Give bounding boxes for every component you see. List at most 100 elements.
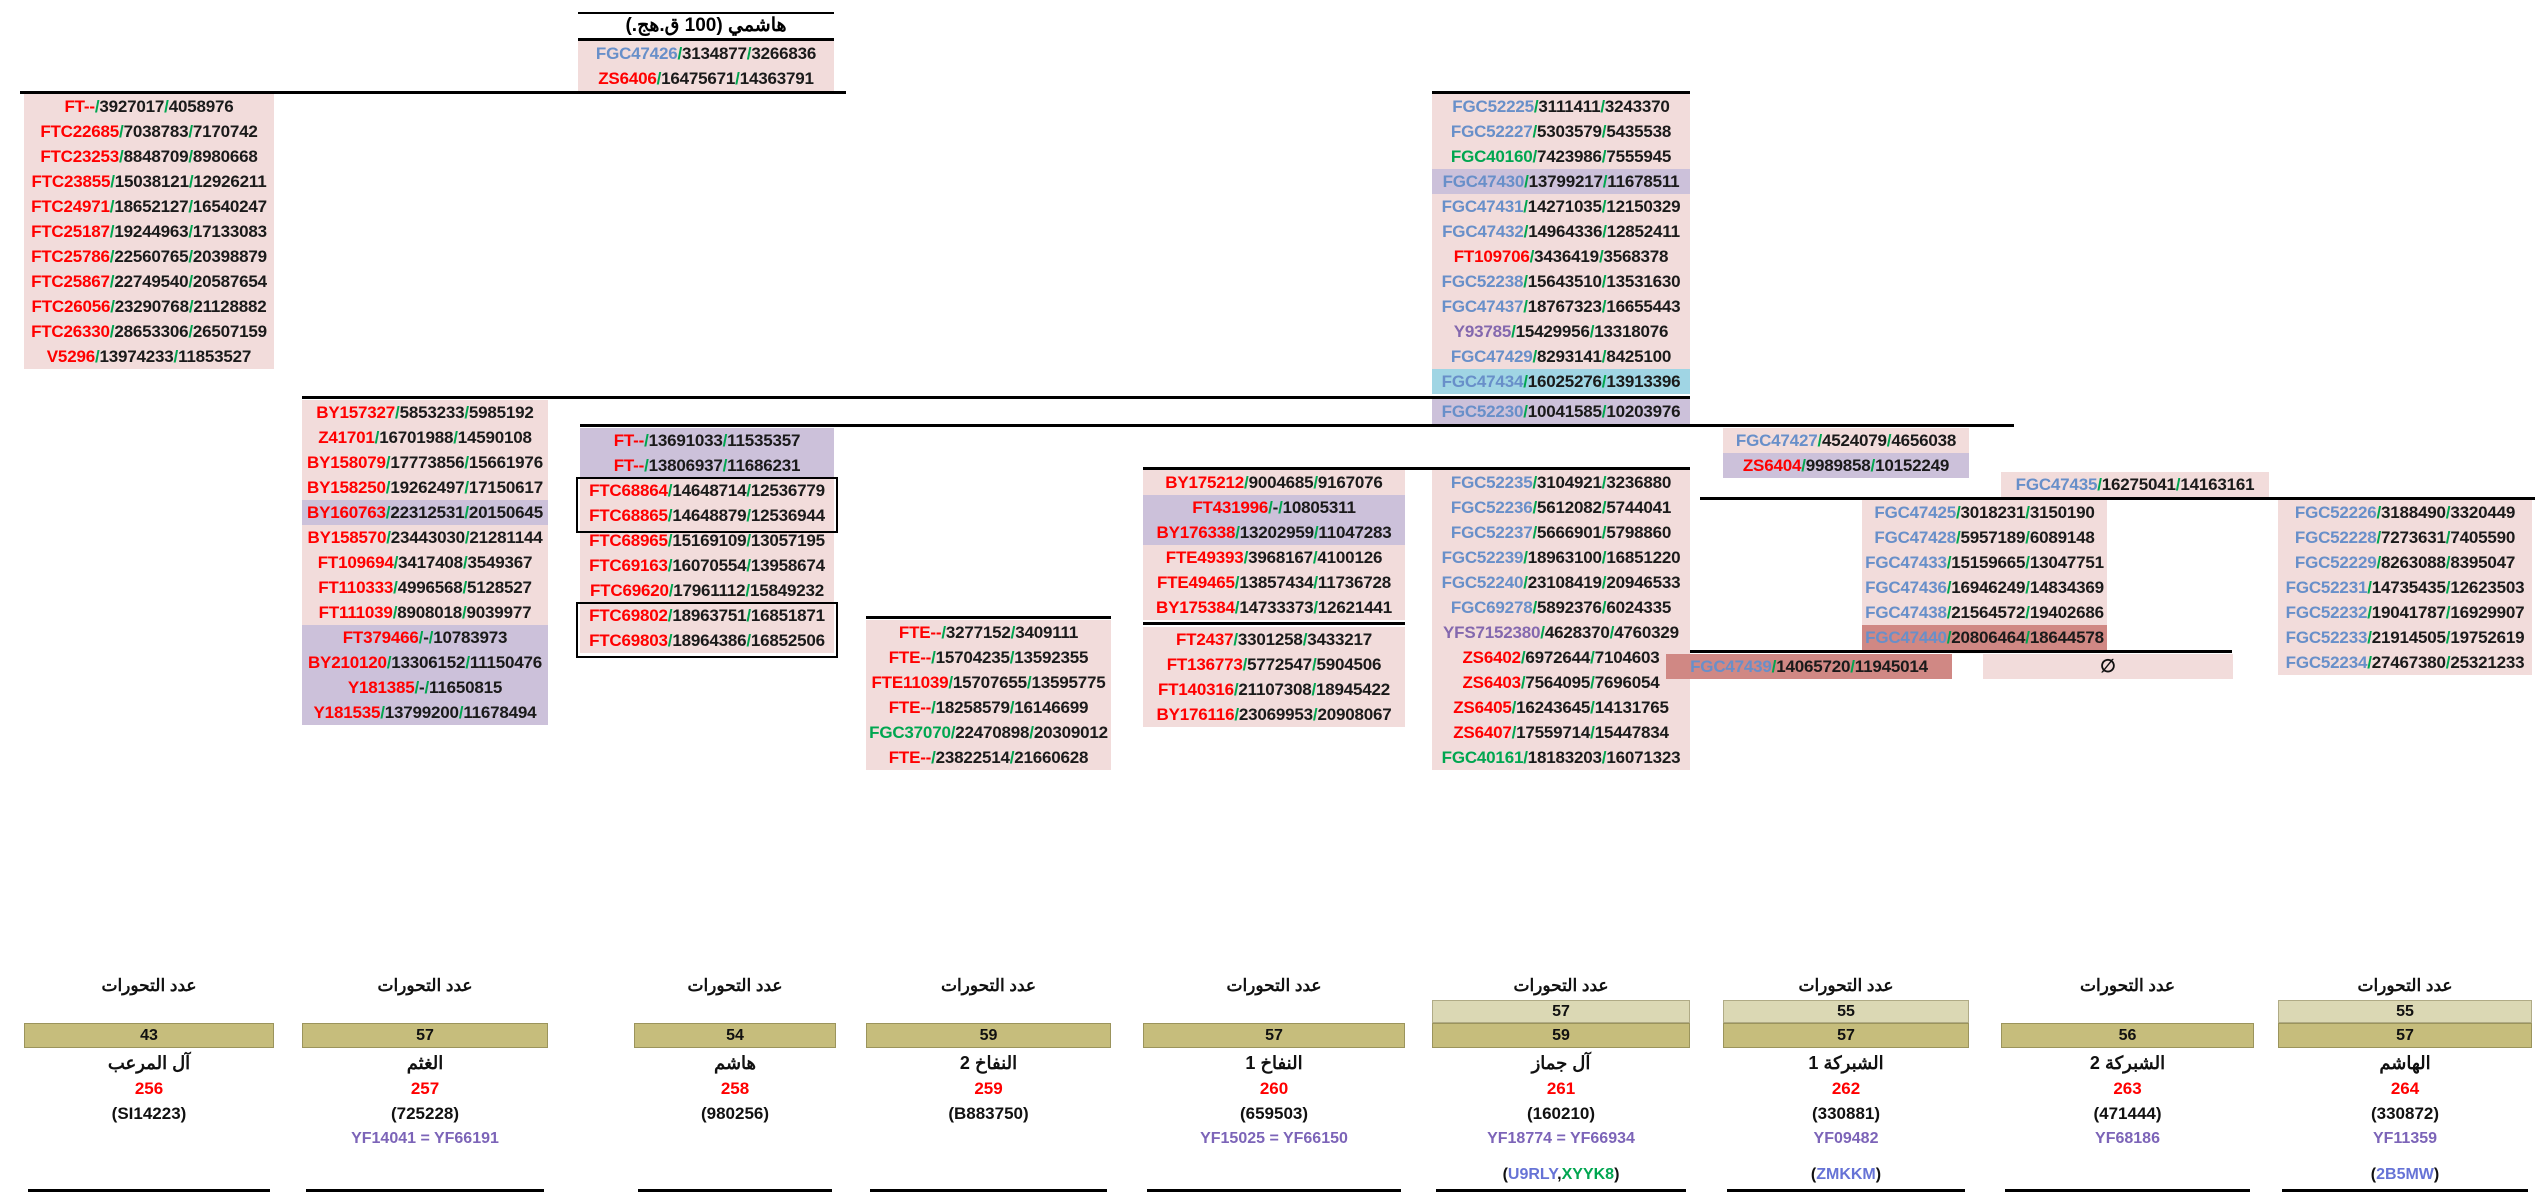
- mutation-row: FGC52239/18963100/16851220: [1432, 545, 1690, 570]
- position-value-1: -: [423, 628, 429, 647]
- separator-slash: /: [428, 628, 434, 647]
- mutation-row: ZS6403/7564095/7696054: [1432, 670, 1690, 695]
- position-value-1: 14648714: [672, 481, 747, 500]
- mutation-label: FGC52239: [1441, 548, 1524, 567]
- position-value-1: 22749540: [114, 272, 189, 291]
- separator-slash: /: [1520, 648, 1526, 667]
- separator-slash: /: [1801, 456, 1806, 475]
- mutation-label: ZS6403: [1462, 673, 1522, 692]
- position-value-1: 5892376: [1536, 598, 1602, 617]
- separator-slash: /: [1601, 548, 1607, 567]
- separator-slash: /: [1523, 748, 1528, 767]
- position-value-1: 20806464: [1951, 628, 2026, 647]
- sample-code: ): [1614, 1166, 1620, 1183]
- yfull-id: YF14041 = YF66191: [351, 1130, 499, 1147]
- separator-slash: /: [931, 748, 936, 767]
- position-value-2: 4058976: [168, 97, 234, 116]
- separator-slash: /: [1850, 657, 1855, 676]
- mutation-row: FTE49465/13857434/11736728: [1143, 570, 1405, 595]
- separator-slash: /: [1009, 648, 1015, 667]
- separator-slash: /: [418, 628, 424, 647]
- separator-slash: /: [453, 428, 458, 447]
- separator-slash: /: [1233, 630, 1238, 649]
- sample-code: ): [1875, 1166, 1882, 1183]
- separator-slash: /: [386, 528, 391, 547]
- mutation-row: FGC47433/15159665/13047751: [1862, 550, 2107, 575]
- position-value-1: 4524079: [1821, 431, 1887, 450]
- mutation-label: FT--: [64, 97, 95, 116]
- separator-slash: /: [1313, 598, 1318, 617]
- separator-slash: /: [1601, 297, 1607, 316]
- separator-slash: /: [1523, 222, 1529, 241]
- position-value-1: 18963751: [672, 606, 747, 625]
- position-value-1: 14065720: [1776, 657, 1851, 676]
- separator-slash: /: [746, 556, 751, 575]
- position-value-2: 16655443: [1606, 297, 1681, 316]
- mutation-row: FTC23855/15038121/12926211: [24, 169, 274, 194]
- clan-name: هاشم: [713, 1053, 757, 1073]
- clan-block-al-mureb: عدد التحورات 43 آل المرعب 256 (SI14223): [24, 975, 274, 1195]
- mutation-row: BY158079/17773856/15661976: [302, 450, 548, 475]
- position-value-1: 16070554: [672, 556, 747, 575]
- mutations-column-jammaz-lower: FGC52235/3104921/3236880 FGC52236/5612082…: [1432, 470, 1690, 770]
- mutation-label: FTC24971: [31, 197, 110, 216]
- position-value-2: 13047751: [2029, 553, 2104, 572]
- position-value-1: 5666901: [1536, 523, 1602, 542]
- mutations-column-al-mureb: FT--/3927017/4058976 FTC22685/7038783/717…: [24, 94, 274, 369]
- position-value-1: 13799200: [384, 703, 459, 722]
- position-value-1: 6972644: [1525, 648, 1591, 667]
- clan-block-shabarka2: عدد التحورات 56 الشبركة 2 263 (471444) YF6818…: [2001, 975, 2254, 1195]
- serial-number: 264: [2390, 1079, 2420, 1098]
- clan-name: آل المرعب: [107, 1053, 191, 1073]
- separator-slash: /: [1946, 578, 1952, 597]
- mutation-label: FGC52228: [2294, 528, 2377, 547]
- mutation-label: BY158250: [307, 478, 386, 497]
- separator-slash: /: [464, 403, 469, 422]
- mutation-label: FT110333: [318, 578, 394, 597]
- mutation-row: FGC47430/13799217/11678511: [1432, 169, 1690, 194]
- mutation-row: BY176338/13202959/11047283: [1143, 520, 1405, 545]
- position-value-1: 18652127: [114, 197, 189, 216]
- position-value-2: 3568378: [1603, 247, 1669, 266]
- position-value-1: 3968167: [1248, 548, 1313, 567]
- separator-slash: /: [1590, 723, 1595, 742]
- separator-slash: /: [948, 673, 953, 692]
- separator-slash: /: [2376, 553, 2381, 572]
- mutation-label: FT379466: [342, 628, 419, 647]
- mutation-count: 54: [634, 1023, 836, 1048]
- position-value-2: 5798860: [1606, 523, 1672, 542]
- clan-name: الغثم: [406, 1053, 444, 1073]
- mutation-label: FTC25187: [31, 222, 110, 241]
- serial-number: 261: [1546, 1079, 1576, 1098]
- position-value-1: 17773856: [390, 453, 465, 472]
- separator-slash: /: [109, 197, 115, 216]
- separator-slash: /: [464, 453, 469, 472]
- position-value-1: 9989858: [1805, 456, 1871, 475]
- position-value-2: 20150645: [468, 503, 543, 522]
- mutation-count: 57: [1143, 1023, 1405, 1048]
- mutation-label: FGC47425: [1874, 503, 1956, 522]
- separator-slash: /: [2367, 578, 2372, 597]
- separator-slash: /: [746, 481, 751, 500]
- clan-name: آل جماز: [1531, 1053, 1591, 1073]
- position-value-1: 5612082: [1536, 498, 1602, 517]
- position-value-2: 5904506: [1316, 655, 1382, 674]
- position-value-1: 23443030: [390, 528, 465, 547]
- separator-slash: /: [464, 503, 469, 522]
- clan-block-bottom-line: [2282, 1189, 2528, 1192]
- mutation-label: FGC37070: [869, 723, 951, 742]
- mutation-label: FT431996: [1192, 498, 1269, 517]
- root-title-top-line: [578, 12, 834, 14]
- position-value-2: 12150329: [1606, 197, 1681, 216]
- position-value-1: 14733373: [1239, 598, 1314, 617]
- separator-slash: /: [1529, 247, 1535, 266]
- position-value-1: 13691033: [648, 431, 723, 450]
- separator-slash: /: [1771, 657, 1777, 676]
- mutation-label: Z41701: [318, 428, 375, 447]
- separator-slash: /: [1601, 272, 1607, 291]
- separator-slash: /: [1523, 372, 1528, 391]
- mutation-label: BY160763: [307, 503, 386, 522]
- position-value-1: 3104921: [1536, 473, 1602, 492]
- mutation-label: Y181535: [313, 703, 381, 722]
- separator-slash: /: [2025, 503, 2030, 522]
